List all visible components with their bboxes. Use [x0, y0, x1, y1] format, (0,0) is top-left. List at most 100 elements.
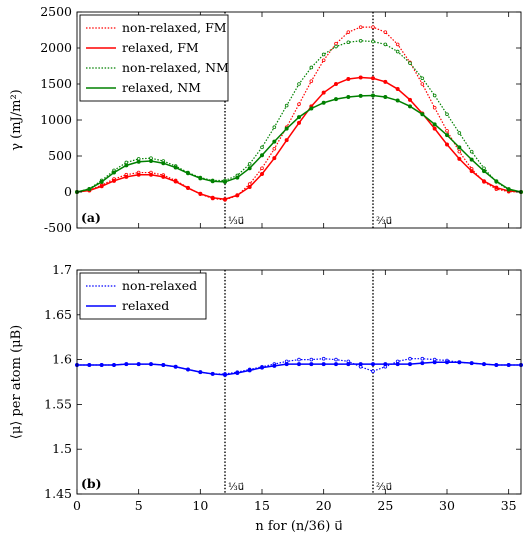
data-point	[370, 76, 375, 81]
data-point	[309, 357, 314, 362]
reference-line-label-1: ⅓u⃗	[228, 216, 244, 227]
panel-label: (a)	[81, 210, 101, 225]
data-point	[148, 172, 153, 177]
data-point	[259, 153, 264, 158]
data-point	[284, 103, 289, 108]
legend-box	[79, 272, 207, 320]
data-point	[371, 25, 375, 29]
panel-label: (b)	[81, 476, 102, 491]
data-point	[296, 120, 301, 125]
plot-frame	[76, 269, 522, 495]
reference-line-label-1: ⅓u⃗	[228, 482, 244, 493]
data-point	[432, 105, 437, 110]
data-point	[420, 356, 425, 361]
data-point	[346, 40, 351, 45]
data-point	[185, 367, 190, 372]
legend-entry: relaxed, NM	[122, 80, 201, 95]
data-point	[210, 179, 215, 184]
data-point	[272, 147, 277, 151]
y-tick-label: -500	[44, 220, 72, 235]
data-point	[420, 112, 425, 117]
data-point	[321, 100, 326, 105]
data-point	[383, 362, 388, 367]
data-point	[112, 170, 117, 175]
data-point	[481, 362, 486, 367]
data-point	[161, 174, 166, 179]
data-point	[383, 94, 388, 99]
data-point	[358, 93, 363, 98]
data-point	[420, 361, 425, 366]
data-point	[99, 179, 104, 184]
x-tick-label: 20	[316, 498, 332, 513]
data-point	[198, 176, 203, 181]
data-point	[457, 145, 462, 150]
data-point	[432, 126, 437, 131]
reference-line-label-2: ⅔u⃗	[376, 482, 392, 493]
legend-entry: non-relaxed, NM	[122, 60, 229, 75]
x-tick-label: 35	[501, 498, 517, 513]
y-tick-label: 1500	[40, 76, 72, 91]
data-point	[494, 179, 499, 184]
data-point	[457, 156, 462, 161]
data-point	[444, 360, 449, 365]
data-point	[235, 175, 240, 180]
data-point	[185, 171, 190, 176]
data-point	[395, 87, 400, 92]
data-point	[112, 178, 117, 183]
x-tick-label: 30	[439, 498, 455, 513]
data-point	[358, 38, 363, 43]
data-point	[383, 42, 388, 47]
y-tick-label: 0	[64, 184, 72, 199]
data-point	[481, 169, 486, 174]
legend: non-relaxed, FM relaxed, FM non-relaxed, N…	[79, 14, 229, 102]
data-point	[87, 187, 92, 192]
data-point	[124, 362, 129, 367]
data-point	[383, 30, 388, 34]
data-point	[432, 360, 437, 365]
data-point	[469, 361, 474, 366]
y-axis-label: γ (mJ/m²)	[9, 89, 24, 151]
data-point	[506, 362, 511, 367]
x-tick-label: 0	[73, 498, 81, 513]
data-point	[420, 82, 425, 86]
data-point	[173, 364, 178, 369]
data-point	[321, 52, 326, 57]
data-point	[407, 362, 412, 367]
data-point	[296, 362, 301, 367]
data-point	[173, 165, 178, 170]
data-point	[358, 25, 363, 29]
data-point	[259, 171, 264, 176]
data-point	[198, 370, 203, 375]
data-point	[334, 44, 338, 49]
data-point	[148, 362, 153, 367]
data-point	[346, 362, 351, 367]
data-point	[457, 131, 462, 135]
data-point	[210, 371, 215, 376]
data-point	[235, 193, 240, 198]
x-tick-label: 25	[377, 498, 393, 513]
y-tick-label: 1.5	[52, 441, 72, 456]
data-point	[136, 362, 141, 367]
data-point	[87, 362, 92, 367]
data-point	[494, 362, 499, 367]
data-point	[99, 362, 104, 367]
data-point	[432, 93, 437, 98]
data-point	[371, 39, 375, 44]
legend-entry: relaxed, FM	[122, 40, 199, 55]
data-point	[297, 82, 301, 86]
data-point	[469, 157, 474, 162]
data-point	[272, 363, 277, 368]
data-point	[222, 179, 227, 184]
data-point	[124, 163, 129, 168]
data-point	[444, 142, 449, 147]
data-point	[358, 75, 363, 80]
data-point	[112, 362, 117, 367]
legend: non-relaxed relaxed	[79, 272, 207, 320]
data-point	[457, 149, 462, 154]
y-tick-label: 1.45	[44, 486, 72, 501]
reference-line-label-2: ⅔u⃗	[376, 216, 392, 227]
data-point	[136, 172, 141, 177]
y-tick-label: 1.65	[44, 307, 72, 322]
y-tick-label: 1.7	[52, 262, 72, 277]
data-point	[346, 94, 351, 99]
